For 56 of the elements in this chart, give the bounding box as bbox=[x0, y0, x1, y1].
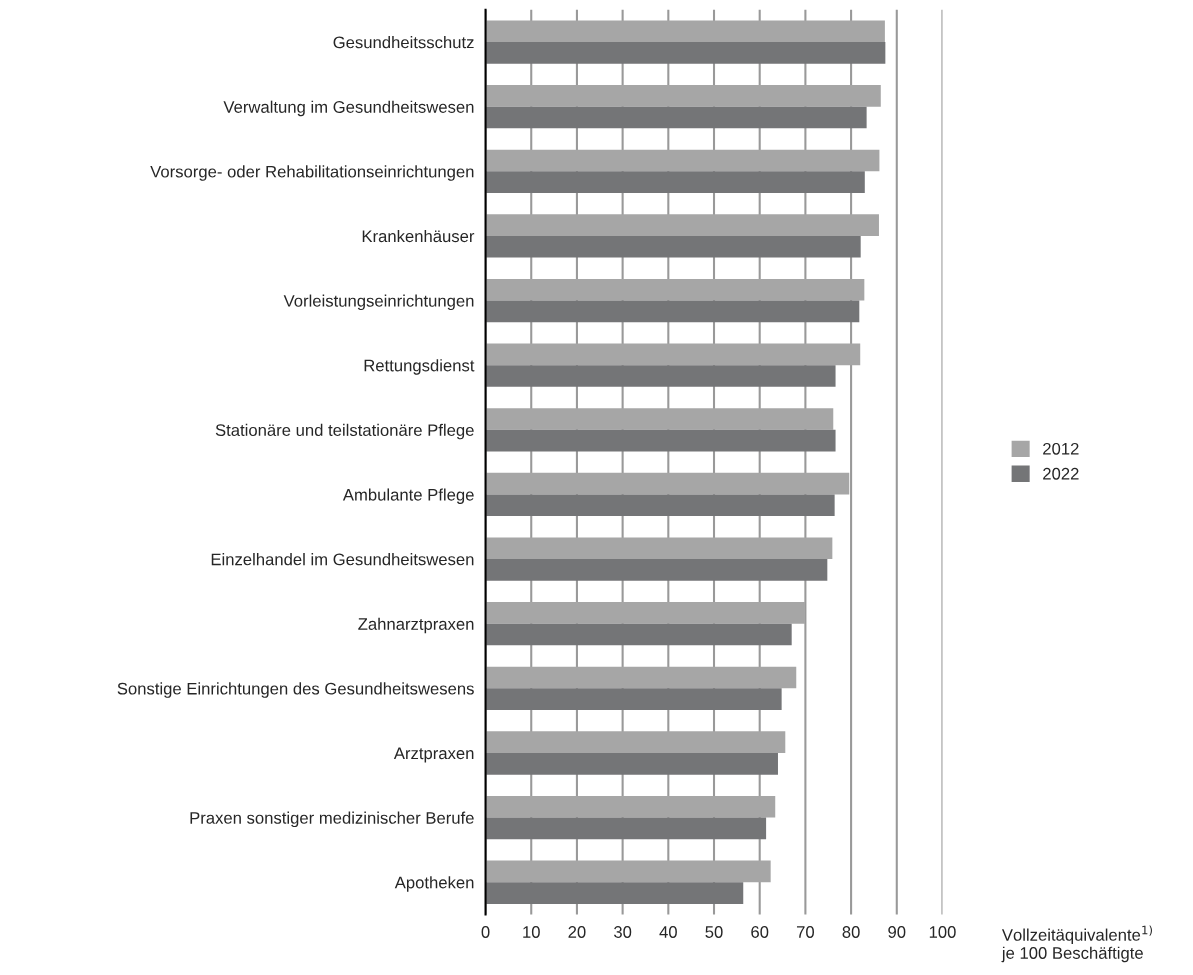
y-tick-label: Vorleistungseinrichtungen bbox=[283, 294, 474, 311]
bar bbox=[485, 494, 835, 517]
y-tick-label: Krankenhäuser bbox=[362, 229, 475, 243]
bar bbox=[485, 623, 792, 646]
legend-label: 2012 bbox=[1043, 442, 1079, 455]
x-tick-label: 90 bbox=[888, 926, 906, 938]
bar bbox=[485, 817, 767, 840]
bar bbox=[485, 214, 879, 236]
legend-label: 2022 bbox=[1043, 467, 1079, 480]
y-tick-label: Verwaltung im Gesundheitswesen bbox=[223, 100, 474, 117]
x-tick-label: 100 bbox=[929, 926, 956, 938]
x-axis-title: Vollzeitäquivalente$^{1)}$ je 100 Beschäftigte bbox=[1001, 925, 1152, 963]
x-tick-label: 60 bbox=[751, 926, 769, 938]
bar bbox=[485, 42, 886, 64]
x-tick-label: 10 bbox=[523, 926, 540, 938]
x-tick-label: 80 bbox=[842, 926, 860, 938]
bar bbox=[485, 472, 850, 495]
bar bbox=[485, 537, 833, 560]
bar bbox=[485, 795, 776, 818]
bar bbox=[485, 666, 797, 689]
x-tick-label: 0 bbox=[481, 926, 490, 938]
y-tick-label: Vorsorge- oder Rehabilitationseinrichtungen bbox=[150, 165, 474, 181]
y-tick-label: Stationäre und teilstationäre Pflege bbox=[215, 423, 474, 440]
y-tick-label: Apotheken bbox=[394, 876, 474, 892]
bar bbox=[485, 688, 782, 710]
y-tick-label: Arztpraxen bbox=[393, 747, 474, 763]
bar bbox=[485, 429, 836, 452]
y-tick-label: Ambulante Pflege bbox=[342, 488, 474, 504]
bar bbox=[485, 752, 778, 775]
x-tick-label: 40 bbox=[659, 926, 677, 938]
y-tick-label: Praxen sonstiger medizinischer Berufe bbox=[190, 811, 474, 828]
y-tick-label: Zahnarztpraxen bbox=[358, 617, 474, 634]
bar bbox=[485, 20, 885, 43]
bar bbox=[485, 149, 880, 172]
bar bbox=[485, 731, 786, 753]
bar bbox=[485, 559, 828, 581]
y-tick-label: Einzelhandel im Gesundheitswesen bbox=[211, 553, 474, 566]
bar bbox=[485, 85, 881, 107]
x-tick-label: 20 bbox=[568, 926, 586, 938]
bar bbox=[485, 343, 861, 366]
bar bbox=[485, 860, 771, 883]
bar bbox=[485, 300, 860, 323]
bar bbox=[485, 602, 805, 624]
y-tick-label: Gesundheitsschutz bbox=[333, 36, 474, 49]
y-tick-label: Sonstige Einrichtungen des Gesundheitswesens bbox=[117, 682, 474, 698]
y-tick-label: Rettungsdienst bbox=[364, 359, 475, 375]
bar bbox=[485, 882, 744, 904]
bar bbox=[485, 106, 867, 129]
bar bbox=[485, 235, 861, 258]
bar bbox=[485, 171, 865, 193]
bar bbox=[485, 278, 865, 301]
x-tick-label: 70 bbox=[796, 926, 815, 938]
bar bbox=[485, 408, 834, 430]
x-tick-label: 30 bbox=[613, 926, 632, 938]
x-tick-label: 50 bbox=[705, 926, 723, 938]
bar bbox=[485, 365, 836, 387]
